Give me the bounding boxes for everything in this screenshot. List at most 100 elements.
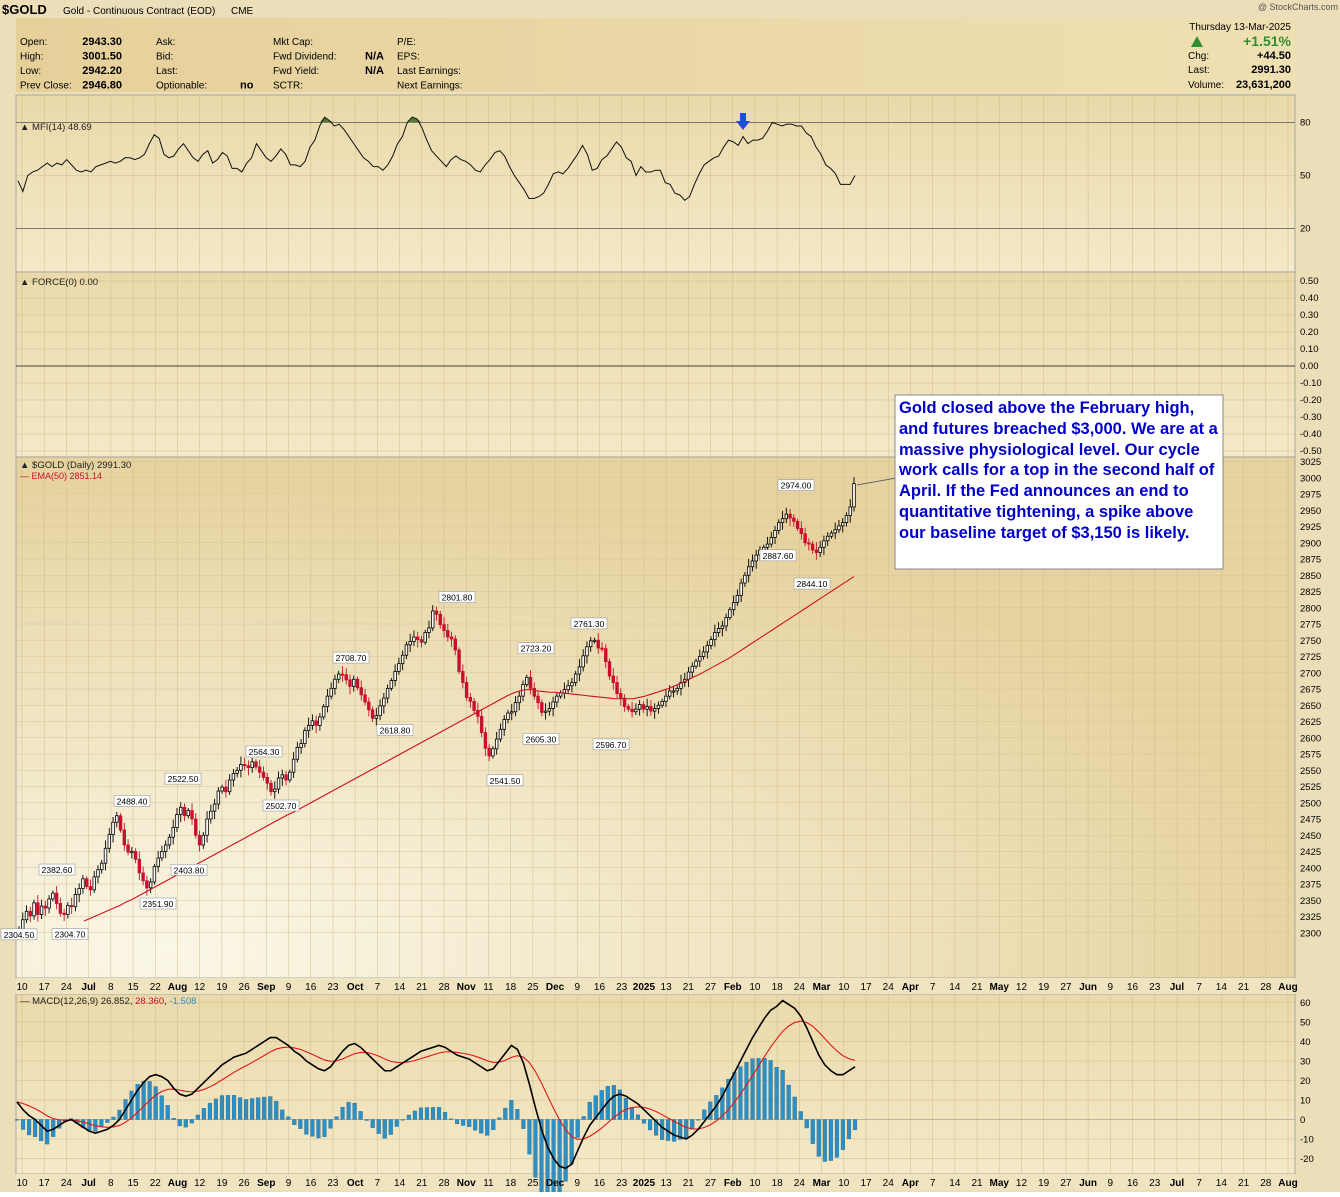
candle	[370, 706, 375, 723]
candle	[596, 633, 600, 654]
candle	[434, 606, 439, 621]
candle-body	[58, 903, 63, 914]
y-tick-label: 2850	[1300, 571, 1321, 582]
y-tick-label: 2550	[1300, 766, 1321, 777]
histogram-bar	[684, 1119, 689, 1139]
candle-body	[160, 851, 164, 859]
candle-body	[731, 602, 736, 611]
arrow-down-icon	[736, 113, 750, 130]
quote-label: Prev Close:	[20, 81, 72, 92]
price-label-box: 2522.50	[164, 772, 202, 785]
x-tick-label: 23	[616, 982, 628, 993]
x-tick-label: 27	[705, 1178, 717, 1189]
x-tick-label: Jul	[1170, 1178, 1185, 1189]
y-tick-label: 80	[1300, 117, 1311, 128]
histogram-bar	[358, 1111, 363, 1120]
candle	[716, 622, 721, 637]
x-tick-label: Dec	[546, 982, 565, 993]
candle	[487, 744, 491, 762]
x-tick-label: 9	[574, 982, 580, 993]
candle	[438, 611, 442, 629]
candle	[148, 878, 153, 894]
candle	[709, 636, 713, 650]
candle	[265, 772, 269, 790]
y-tick-label: 2575	[1300, 750, 1321, 761]
candle	[367, 697, 371, 717]
histogram-bar	[732, 1072, 737, 1120]
candle-body	[551, 701, 555, 709]
price-label-box: 2304.70	[51, 928, 89, 940]
candle	[276, 771, 281, 794]
candle	[73, 887, 78, 912]
x-tick-label: 21	[416, 1178, 428, 1189]
x-tick-label: 18	[772, 1178, 784, 1189]
quote-label: Mkt Cap:	[273, 37, 313, 48]
candle-body	[841, 522, 845, 527]
histogram-bar	[479, 1119, 484, 1134]
label-bg	[51, 928, 89, 940]
candle-body	[547, 708, 552, 712]
x-tick-label: 21	[1238, 1178, 1250, 1189]
candle	[291, 752, 296, 779]
candle-body	[457, 649, 461, 672]
candle-body	[438, 613, 442, 626]
candle	[337, 670, 341, 684]
histogram-bar	[569, 1119, 574, 1165]
histogram-bar	[473, 1119, 478, 1131]
candle	[543, 703, 548, 720]
histogram-bar	[780, 1070, 785, 1120]
label-bg	[164, 772, 202, 785]
y-tick-label: 2450	[1300, 831, 1321, 842]
candle-body	[667, 690, 672, 697]
quote-label: Fwd Yield:	[273, 66, 319, 77]
x-tick-label: 7	[930, 1178, 936, 1189]
x-tick-label: 10	[749, 1178, 761, 1189]
candle	[329, 682, 333, 700]
candle	[449, 631, 454, 647]
candle	[348, 674, 352, 695]
chg-label: Chg:	[1188, 51, 1209, 62]
y-tick-label: 2900	[1300, 538, 1321, 549]
histogram-bar	[27, 1119, 32, 1136]
candle	[671, 686, 676, 698]
label-bg	[332, 651, 370, 664]
price-annotation-label: 2708.70	[336, 653, 367, 663]
candle	[363, 689, 367, 706]
candle	[788, 508, 792, 526]
x-tick-label: 26	[239, 982, 251, 993]
histogram-bar	[660, 1119, 665, 1140]
candle-body	[141, 872, 145, 882]
candle	[295, 741, 300, 763]
candle-body	[814, 549, 819, 553]
candle	[333, 674, 337, 695]
candle-body	[720, 625, 725, 629]
histogram-bar	[491, 1119, 496, 1130]
candle-body	[626, 706, 631, 710]
histogram-bar	[822, 1119, 827, 1162]
candle-body	[442, 624, 446, 631]
candle-body	[818, 546, 822, 553]
candle	[175, 807, 179, 832]
y-tick-label: 0.50	[1300, 276, 1319, 287]
candle-body	[197, 834, 202, 846]
candle-body	[51, 892, 55, 900]
candle-body	[404, 644, 409, 656]
candle-body	[592, 639, 597, 642]
quote-label: Fwd Dividend:	[273, 52, 336, 63]
histogram-bar	[635, 1114, 641, 1120]
price-label-box: 2403.80	[170, 863, 208, 876]
candle	[54, 885, 59, 910]
histogram-bar	[20, 1119, 26, 1130]
y-tick-label: 40	[1300, 1037, 1311, 1048]
price-annotation-label: 2541.50	[490, 776, 521, 786]
candle	[24, 905, 29, 923]
x-tick-label: 9	[286, 1178, 292, 1189]
x-tick-label: 19	[216, 1178, 228, 1189]
price-label-box: 2761.30	[570, 617, 608, 630]
histogram-bar	[828, 1119, 833, 1161]
y-tick-label: 30	[1300, 1057, 1311, 1068]
candle	[427, 620, 431, 639]
x-tick-label: 7	[375, 1178, 381, 1189]
quote-value: no	[240, 80, 254, 92]
candle	[773, 525, 777, 545]
